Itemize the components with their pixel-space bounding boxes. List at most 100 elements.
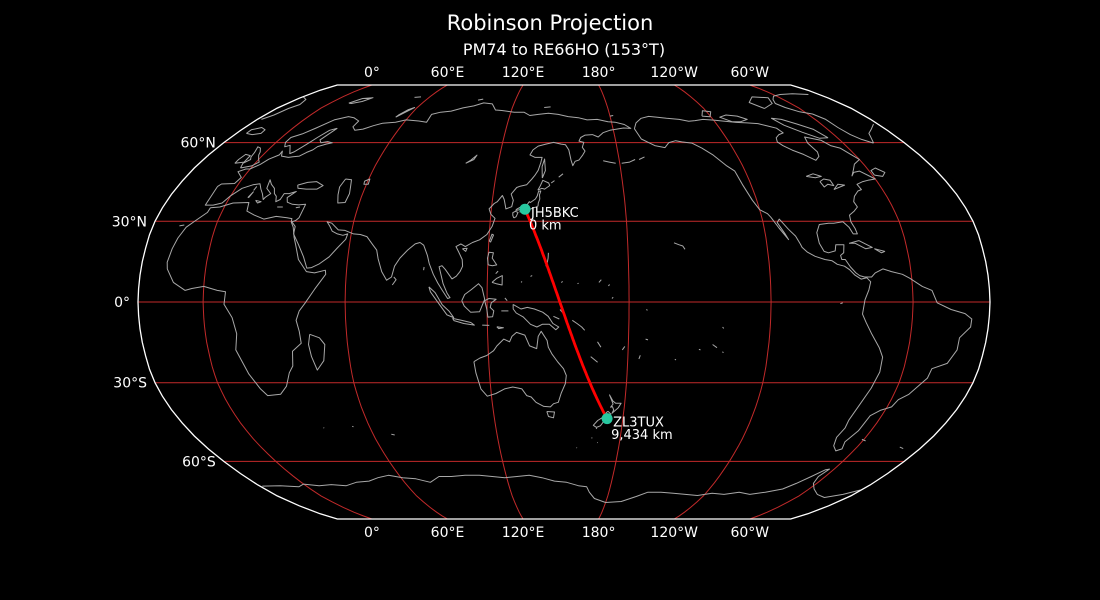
coastline	[870, 167, 886, 177]
coastline	[323, 427, 325, 429]
coastline	[391, 276, 397, 286]
coastline	[646, 309, 648, 311]
coastline	[840, 302, 843, 305]
coastline	[179, 224, 185, 227]
coastline	[352, 425, 354, 428]
lat-tick-label: 60°N	[181, 136, 216, 152]
coastline	[590, 356, 598, 363]
coastline	[608, 394, 622, 414]
coastline	[572, 319, 586, 331]
lat-tick-label: 30°S	[113, 376, 147, 392]
lat-tick-label: 30°N	[112, 214, 147, 230]
coastline	[603, 160, 616, 164]
station-distance-label: 9,434 km	[611, 428, 673, 443]
coastline	[560, 281, 564, 283]
coastline	[674, 358, 677, 361]
coastline	[337, 178, 352, 204]
coastline	[504, 297, 508, 302]
coastline	[395, 107, 416, 118]
coastline	[645, 338, 649, 341]
coastline	[848, 240, 873, 250]
coastline	[541, 158, 546, 179]
coastline	[473, 330, 567, 408]
lon-tick-label-top: 180°	[582, 65, 616, 81]
coastline	[496, 326, 504, 330]
lon-tick-label-top: 0°	[364, 65, 380, 81]
coastline	[577, 282, 579, 285]
coastline	[633, 115, 973, 452]
coastline	[530, 275, 533, 277]
coastline	[591, 437, 593, 439]
coastline	[234, 153, 251, 164]
coastline	[520, 281, 523, 283]
coastline	[484, 298, 497, 318]
coastline	[295, 206, 301, 209]
coastline	[452, 317, 475, 326]
coastline	[609, 115, 614, 117]
coastline	[461, 283, 486, 313]
coastline	[712, 344, 718, 349]
coastline	[204, 102, 632, 299]
coastline	[595, 427, 598, 430]
lat-tick-label: 60°S	[182, 454, 216, 470]
coastline	[414, 96, 422, 98]
coastline	[874, 248, 886, 254]
station-callsign-label: ZL3TUX	[613, 416, 664, 431]
meridian-gridline	[344, 84, 448, 520]
projection-boundary	[137, 84, 991, 520]
coastline	[465, 154, 478, 164]
lon-tick-label-bottom: 120°W	[650, 525, 698, 541]
station-marker-dot	[519, 203, 531, 215]
coastline	[899, 446, 904, 450]
coastlines	[166, 93, 973, 503]
lat-tick-label: 0°	[114, 295, 130, 311]
map-subtitle: PM74 to RE66HO (153°T)	[463, 40, 665, 59]
coastline	[698, 348, 701, 351]
coastline	[748, 96, 773, 109]
coastline	[363, 178, 371, 185]
coastline	[488, 233, 494, 243]
lon-tick-label-top: 60°E	[431, 65, 465, 81]
coastline	[512, 303, 560, 331]
coastline	[638, 156, 645, 160]
coastline	[819, 178, 835, 188]
meridian-gridline	[749, 84, 914, 520]
graticule-gridlines	[138, 84, 990, 520]
meridian-gridline	[673, 84, 772, 520]
coastline	[247, 191, 254, 199]
lon-tick-label-bottom: 180°	[582, 525, 616, 541]
coastline	[553, 315, 560, 320]
axis-tick-labels: 0° 0° 60°E 60°E 120°E 120°E 180° 180° 120°W 120°W…	[112, 65, 770, 541]
coastline	[638, 355, 641, 360]
coastline	[477, 98, 484, 101]
meridian-gridline	[598, 84, 630, 520]
coastline	[348, 97, 374, 104]
coastline	[261, 93, 875, 144]
lon-tick-label-bottom: 0°	[364, 525, 380, 541]
coastline	[722, 351, 724, 354]
coastline	[391, 433, 395, 436]
coastline	[262, 468, 861, 503]
coastline	[550, 180, 555, 184]
coastline	[546, 411, 555, 419]
lon-tick-label-bottom: 120°E	[502, 525, 545, 541]
lon-tick-label-bottom: 60°W	[730, 525, 769, 541]
coastline	[253, 186, 258, 191]
coastline	[597, 341, 602, 348]
coastline	[719, 114, 748, 123]
coastline	[487, 251, 498, 267]
coastline	[297, 181, 324, 190]
coastline	[428, 286, 455, 319]
lon-tick-label-top: 60°W	[730, 65, 769, 81]
coastline	[611, 296, 614, 299]
coastline	[598, 279, 602, 283]
coastline	[246, 127, 266, 136]
station-distance-label: 0 km	[529, 219, 562, 234]
coastline	[833, 183, 846, 191]
lon-tick-label-top: 120°W	[650, 65, 698, 81]
meridian-gridline	[202, 84, 373, 520]
